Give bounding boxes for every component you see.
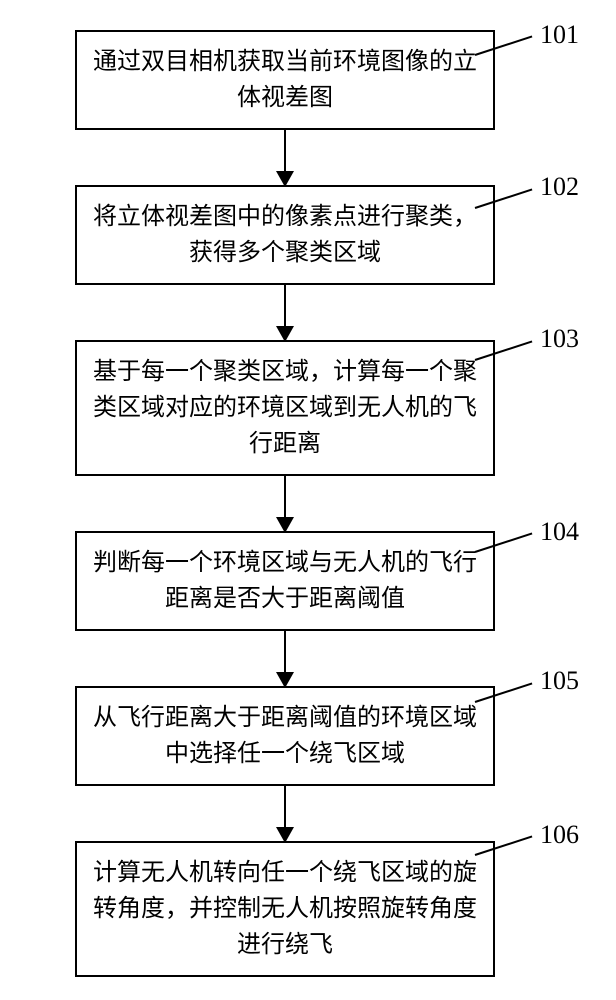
flow-node-1-text: 通过双目相机获取当前环境图像的立体视差图	[93, 49, 477, 111]
flow-arrow-4	[284, 631, 286, 686]
flow-arrow-2	[284, 285, 286, 340]
flow-node-5: 从飞行距离大于距离阈值的环境区域中选择任一个绕飞区域	[75, 686, 495, 786]
step-label-1: 101	[540, 20, 579, 50]
step-label-3: 103	[540, 324, 579, 354]
step-label-4: 104	[540, 517, 579, 547]
step-label-2: 102	[540, 172, 579, 202]
flow-node-3: 基于每一个聚类区域，计算每一个聚类区域对应的环境区域到无人机的飞行距离	[75, 340, 495, 476]
flow-node-4-text: 判断每一个环境区域与无人机的飞行距离是否大于距离阈值	[93, 550, 477, 612]
flow-arrow-5	[284, 786, 286, 841]
flow-node-6-text: 计算无人机转向任一个绕飞区域的旋转角度，并控制无人机按照旋转角度进行绕飞	[93, 860, 477, 958]
step-label-6: 106	[540, 820, 579, 850]
step-label-5: 105	[540, 666, 579, 696]
flow-node-6: 计算无人机转向任一个绕飞区域的旋转角度，并控制无人机按照旋转角度进行绕飞	[75, 841, 495, 977]
flow-node-4: 判断每一个环境区域与无人机的飞行距离是否大于距离阈值	[75, 531, 495, 631]
flowchart-container: 通过双目相机获取当前环境图像的立体视差图 将立体视差图中的像素点进行聚类，获得多…	[55, 30, 515, 977]
flow-node-3-text: 基于每一个聚类区域，计算每一个聚类区域对应的环境区域到无人机的飞行距离	[93, 359, 477, 457]
flow-node-2-text: 将立体视差图中的像素点进行聚类，获得多个聚类区域	[93, 204, 477, 266]
flow-node-5-text: 从飞行距离大于距离阈值的环境区域中选择任一个绕飞区域	[93, 705, 477, 767]
flow-node-1: 通过双目相机获取当前环境图像的立体视差图	[75, 30, 495, 130]
flow-node-2: 将立体视差图中的像素点进行聚类，获得多个聚类区域	[75, 185, 495, 285]
flow-arrow-3	[284, 476, 286, 531]
flow-arrow-1	[284, 130, 286, 185]
